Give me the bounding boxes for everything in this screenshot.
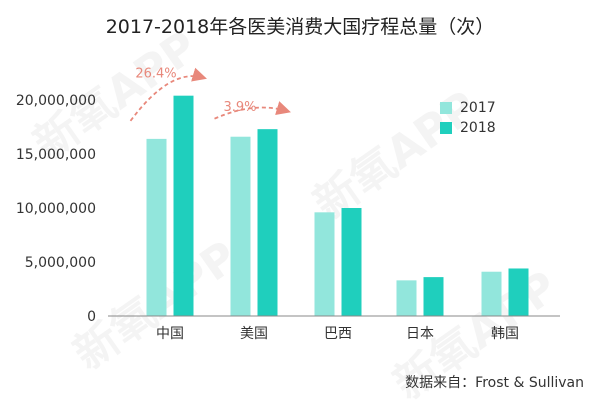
bar-2018-2 [341,208,362,316]
y-tick-label: 5,000,000 [25,255,96,271]
legend-swatch-2018 [440,122,452,134]
y-tick-label: 20,000,000 [16,93,96,109]
chart-title: 2017-2018年各医美消费大国疗程总量（次） [105,16,495,38]
chart-page: 新氧APP 新氧APP 新氧APP 新氧APP 2017-2018年各医美消费大… [16,16,584,410]
legend-swatch-2017 [440,102,452,114]
legend-label-2017: 2017 [460,100,496,116]
bar-2017-2 [314,212,335,316]
bar-2017-0 [146,138,167,316]
x-tick-label: 美国 [240,326,268,342]
y-tick-label: 0 [87,309,96,325]
legend-item-2017: 2017 [440,98,496,118]
legend-item-2018: 2018 [440,118,496,138]
bar-2017-1 [230,136,251,316]
x-tick-label: 中国 [156,326,184,342]
bar-2017-4 [481,271,502,316]
y-tick-label: 10,000,000 [16,201,96,217]
data-source: 数据来自：Frost & Sullivan [405,375,584,391]
bar-2017-3 [396,280,417,316]
x-tick-label: 韩国 [491,326,519,342]
x-tick-label: 巴西 [324,326,352,342]
bar-chart: 0 5,000,000 10,000,000 15,000,000 20,000,000… [16,67,560,342]
bar-2018-0 [173,95,194,317]
legend: 2017 2018 [440,98,496,138]
bar-2018-3 [423,277,444,316]
growth-label: 3.9% [223,100,256,115]
x-tick-label: 日本 [406,326,434,342]
legend-label-2018: 2018 [460,120,496,136]
y-tick-label: 15,000,000 [16,147,96,163]
bar-2018-4 [508,268,529,316]
growth-arrow [214,101,291,120]
growth-label: 26.4% [135,67,176,82]
bar-2018-1 [257,129,278,316]
